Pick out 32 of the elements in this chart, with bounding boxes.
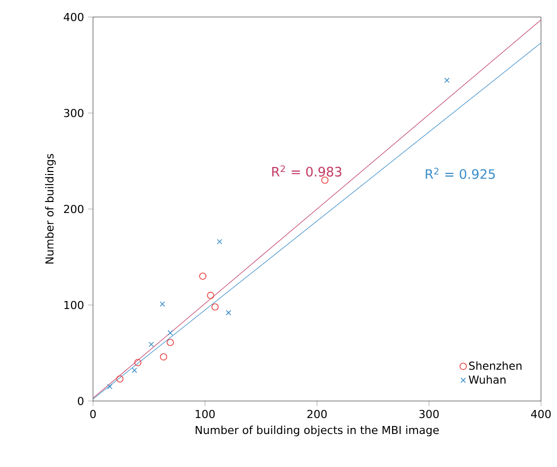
point [132, 368, 138, 373]
point [199, 272, 206, 280]
y-axis-title: Number of buildings [45, 154, 56, 264]
point [116, 375, 124, 383]
y-tick-label: 0 [78, 396, 84, 406]
point [148, 342, 154, 348]
point [211, 303, 219, 311]
x-axis-title: Number of building objects in the MBI image [196, 426, 439, 436]
point [321, 176, 328, 184]
x-tick-label: 100 [196, 410, 215, 418]
point [216, 238, 222, 244]
point [134, 359, 142, 366]
y-tick-label: 100 [64, 300, 84, 310]
x-tick-label: 0 [90, 410, 96, 418]
legend-label: Shenzhen [469, 361, 522, 370]
x-tick-label: 400 [531, 410, 551, 418]
y-tick-label: 200 [64, 204, 84, 214]
point [107, 384, 112, 390]
point [207, 292, 214, 299]
annotation: R$^{2}$ = 0.925 [426, 168, 495, 179]
annotation: R$^{2}$ = 0.983 [272, 165, 342, 177]
x-tick-label: 300 [419, 410, 439, 418]
y-tick-label: 300 [64, 108, 84, 118]
point [160, 301, 166, 307]
y-tick-label: 400 [64, 12, 84, 22]
point [160, 353, 168, 360]
point [166, 338, 174, 346]
x-tick-label: 200 [307, 410, 327, 418]
point [226, 310, 232, 316]
point [168, 330, 173, 336]
point [444, 78, 450, 84]
legend-label: Wuhan [468, 375, 506, 384]
